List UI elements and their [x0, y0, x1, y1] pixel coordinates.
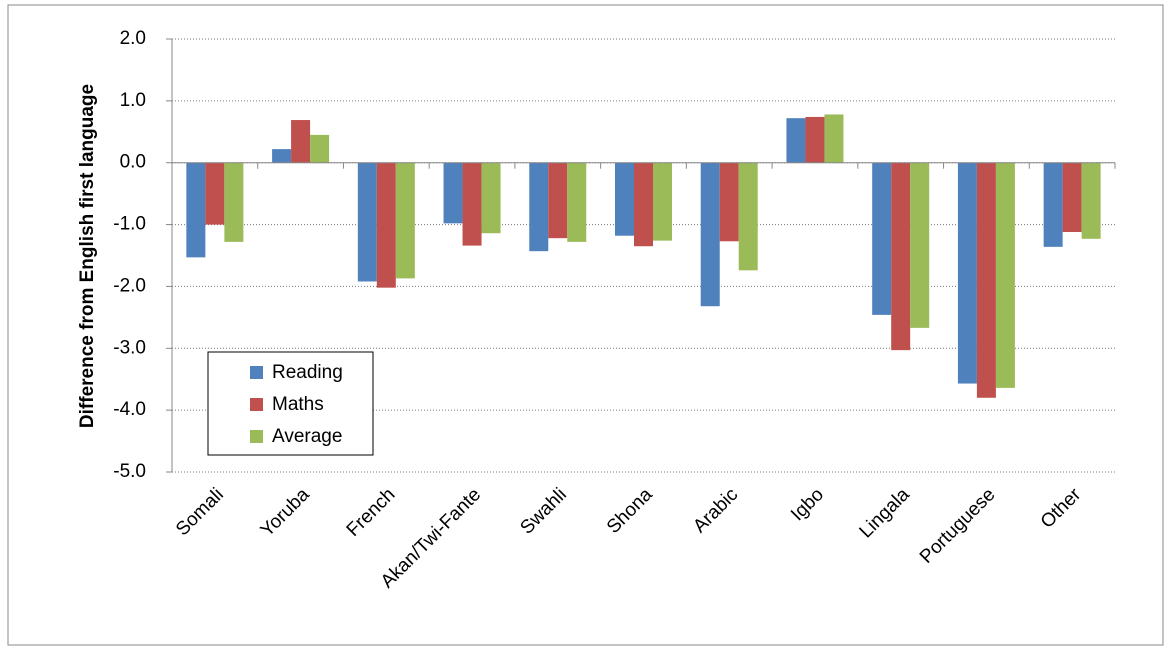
bar: [976, 162, 996, 398]
y-tick-label: 1.0: [120, 90, 146, 111]
bar: [224, 162, 244, 242]
y-tick-label: -1.0: [113, 214, 146, 235]
bar: [481, 162, 501, 234]
y-tick-label: -4.0: [113, 399, 146, 420]
bar: [1043, 162, 1063, 247]
bar: [376, 162, 396, 288]
bar: [738, 162, 758, 271]
bar: [719, 162, 739, 242]
bar: [395, 162, 415, 279]
y-tick-label: 2.0: [120, 28, 146, 49]
y-tick-label: -5.0: [113, 461, 146, 482]
y-axis-title: Difference from English first language: [77, 84, 98, 428]
y-tick-label: -2.0: [113, 275, 146, 296]
bar: [272, 149, 292, 163]
bar: [205, 162, 225, 225]
bar: [186, 162, 206, 258]
bar: [1062, 162, 1082, 232]
legend-swatch: [250, 366, 263, 379]
bar: [872, 162, 892, 315]
legend-swatch: [250, 430, 263, 443]
bar: [443, 162, 463, 224]
bar: [462, 162, 482, 246]
bar: [891, 162, 911, 351]
y-tick-label: 0.0: [120, 152, 146, 173]
legend-label: Maths: [272, 394, 324, 415]
bar: [995, 162, 1015, 388]
bar: [910, 162, 930, 328]
legend-label: Reading: [272, 362, 343, 383]
legend-box: [207, 351, 374, 456]
bar: [548, 162, 568, 239]
bar: [291, 120, 311, 163]
legend-label: Average: [272, 426, 342, 447]
bar: [615, 162, 634, 236]
bar: [786, 118, 806, 163]
legend-swatch: [250, 398, 263, 411]
bar: [310, 134, 330, 163]
bar: [357, 162, 377, 282]
bar: [529, 162, 549, 252]
bar: [700, 162, 720, 307]
bar: [824, 114, 844, 163]
bar: [567, 162, 587, 242]
y-tick-label: -3.0: [113, 337, 146, 358]
bar: [653, 162, 672, 241]
bar: [957, 162, 977, 384]
bar: [805, 116, 825, 163]
bar: [1081, 162, 1101, 239]
bar: [634, 162, 653, 247]
